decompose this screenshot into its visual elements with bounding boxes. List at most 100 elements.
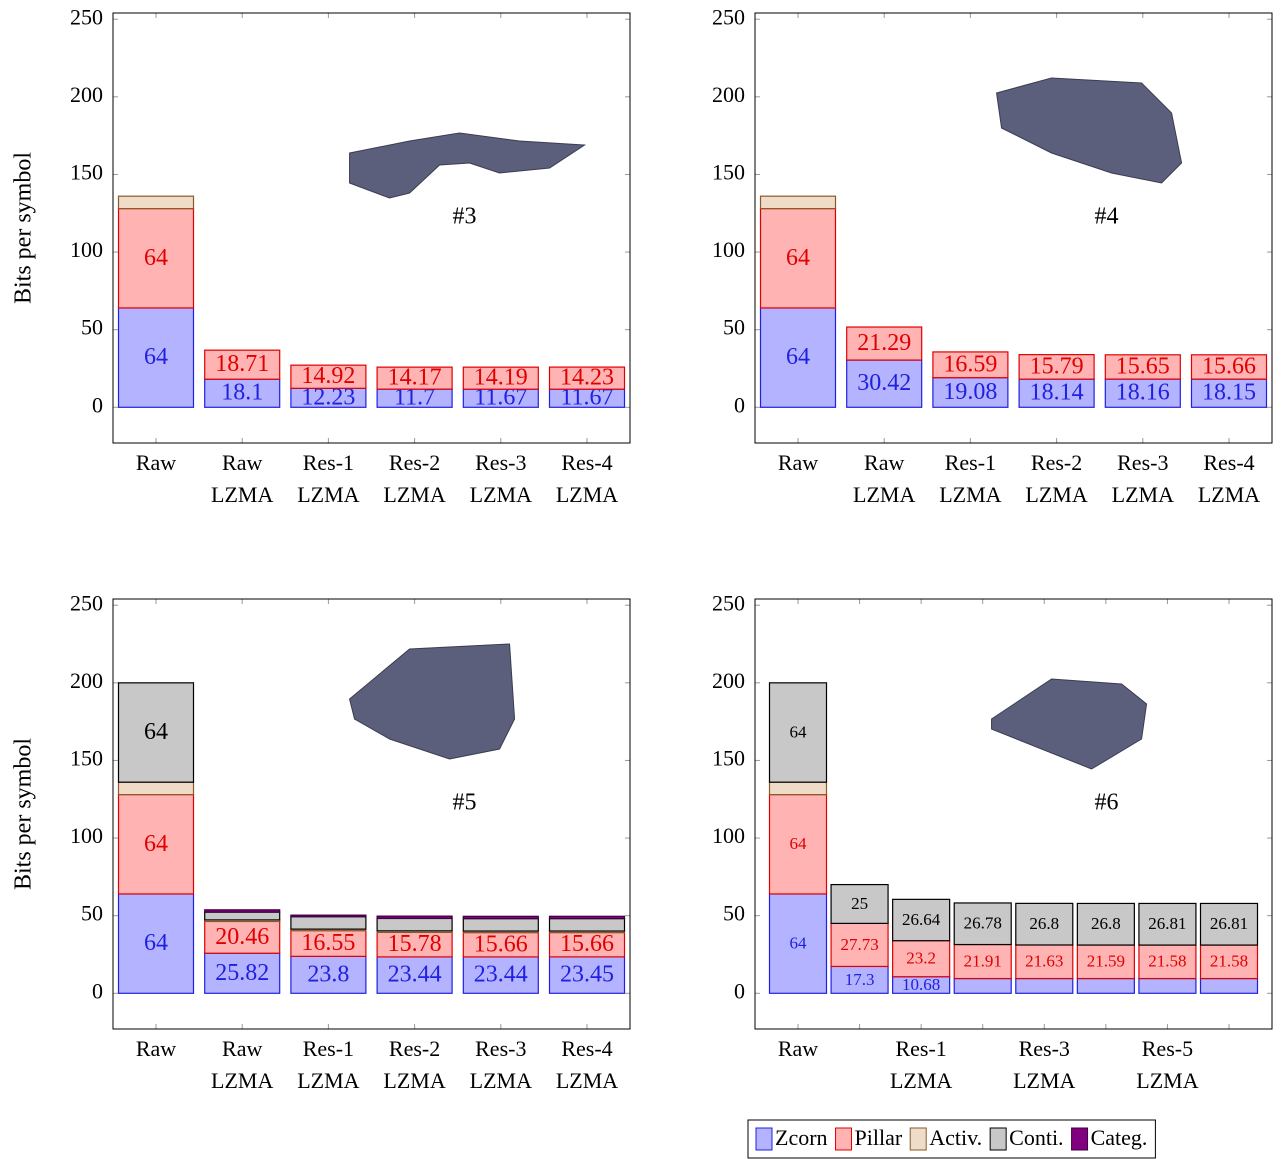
- bar-segment: [548, 956, 626, 994]
- y-tick-label: 100: [712, 823, 745, 848]
- y-tick-label: 0: [734, 978, 745, 1003]
- y-tick-label: 100: [712, 237, 745, 262]
- data-label: 30.42: [857, 370, 911, 396]
- x-tick-label: Res-2: [389, 450, 440, 475]
- legend-swatch: [989, 1127, 1007, 1151]
- x-tick-label: LZMA: [1136, 1068, 1198, 1093]
- x-tick-label: Res-5: [1142, 1036, 1193, 1061]
- bar-segment: [204, 349, 281, 380]
- y-tick-label: 200: [712, 668, 745, 693]
- bar-segment: [548, 931, 626, 958]
- data-label: 26.8: [1091, 914, 1121, 933]
- legend-label: Conti.: [1009, 1125, 1063, 1150]
- data-label: 14.17: [388, 365, 442, 391]
- x-tick-label: Res-3: [1117, 450, 1168, 475]
- data-label: 18.16: [1116, 380, 1170, 406]
- data-label: 21.58: [1148, 952, 1186, 971]
- bar-segment: [1015, 944, 1074, 980]
- bar-segment: [204, 911, 281, 921]
- data-label: 16.55: [301, 930, 355, 956]
- data-label: 64: [786, 344, 810, 370]
- data-label: 64: [790, 722, 808, 741]
- y-tick-label: 250: [70, 590, 103, 615]
- x-tick-label: Raw: [778, 450, 818, 475]
- inset-shape: [348, 643, 516, 760]
- bar-segment: [1076, 977, 1135, 994]
- data-label: 20.46: [215, 924, 269, 950]
- x-tick-label: LZMA: [297, 1068, 359, 1093]
- panel: 0 50 100 150 200 250 Raw Res-1 LZMA Res-3 LZMA Res-…: [712, 590, 1273, 1159]
- x-tick-label: Res-2: [389, 1036, 440, 1061]
- bar-segment: [1199, 902, 1259, 946]
- x-tick-label: LZMA: [1025, 482, 1087, 507]
- y-tick-label: 100: [70, 823, 103, 848]
- data-label: 64: [144, 245, 168, 271]
- data-label: 18.1: [221, 380, 263, 406]
- y-tick-label: 0: [734, 392, 745, 417]
- y-tick-label: 50: [81, 315, 103, 340]
- inset-shape: [991, 678, 1148, 770]
- bar-segment: [290, 914, 367, 918]
- annotation: #3: [453, 204, 477, 230]
- bar-segment: [768, 893, 828, 994]
- data-label: 21.91: [964, 951, 1002, 970]
- data-label: 15.66: [1202, 353, 1256, 379]
- x-tick-label: Raw: [222, 450, 262, 475]
- y-tick-label: 150: [70, 159, 103, 184]
- y-tick-label: 200: [712, 82, 745, 107]
- legend-label: Zcorn: [775, 1125, 828, 1150]
- data-label: 64: [144, 831, 168, 857]
- bar-segment: [1104, 354, 1181, 380]
- panel: 0 50 100 150 200 250 Bits per symbol Raw Raw LZMA…: [11, 590, 631, 1093]
- y-tick-label: 100: [70, 237, 103, 262]
- bar-segment: [290, 930, 367, 957]
- data-label: 26.8: [1029, 914, 1059, 933]
- bar-segment: [117, 207, 195, 309]
- bar-segment: [932, 351, 1009, 379]
- panel: 0 50 100 150 200 250 Raw Raw LZMA Res-1 LZMA Res-2 L…: [712, 4, 1273, 507]
- data-label: 16.59: [943, 351, 997, 377]
- data-label: 15.78: [388, 931, 442, 957]
- data-label: 64: [144, 930, 168, 956]
- x-tick-label: Raw: [778, 1036, 818, 1061]
- data-label: 21.29: [857, 330, 911, 356]
- bar-segment: [1015, 977, 1074, 994]
- data-label: 19.08: [943, 379, 997, 405]
- x-tick-label: Res-3: [475, 450, 526, 475]
- x-tick-label: Raw: [136, 1036, 176, 1061]
- bar-segment: [1199, 944, 1259, 980]
- plot-frame: [112, 12, 631, 444]
- bar-segment: [892, 898, 951, 942]
- bar-segment: [204, 909, 281, 913]
- plot-frame: [112, 598, 631, 1030]
- bar-segment: [830, 883, 889, 924]
- bar-segment: [932, 377, 1009, 408]
- data-label: 15.66: [560, 931, 614, 957]
- x-tick-label: LZMA: [297, 482, 359, 507]
- x-tick-label: Res-2: [1031, 450, 1082, 475]
- data-label: 26.64: [902, 910, 941, 929]
- bar-segment: [117, 195, 195, 210]
- bar-segment: [846, 359, 923, 408]
- x-tick-label: Res-3: [1019, 1036, 1070, 1061]
- bar-segment: [376, 917, 453, 932]
- annotation: #5: [453, 790, 477, 816]
- bar-segment: [117, 893, 195, 994]
- bar-segment: [462, 931, 539, 958]
- data-label: 26.78: [964, 914, 1002, 933]
- legend-label: Categ.: [1091, 1125, 1148, 1150]
- data-label: 23.44: [474, 962, 528, 988]
- bar-segment: [768, 781, 828, 796]
- y-tick-label: 250: [712, 590, 745, 615]
- data-label: 64: [790, 834, 808, 853]
- data-label: 18.14: [1030, 380, 1084, 406]
- x-tick-label: LZMA: [383, 1068, 445, 1093]
- y-tick-label: 150: [70, 745, 103, 770]
- x-tick-label: LZMA: [211, 482, 273, 507]
- data-label: 23.8: [307, 961, 349, 987]
- data-label: 18.71: [215, 351, 269, 377]
- y-axis-label: Bits per symbol: [11, 738, 37, 890]
- legend-label: Activ.: [929, 1125, 982, 1150]
- annotation: #4: [1095, 204, 1119, 230]
